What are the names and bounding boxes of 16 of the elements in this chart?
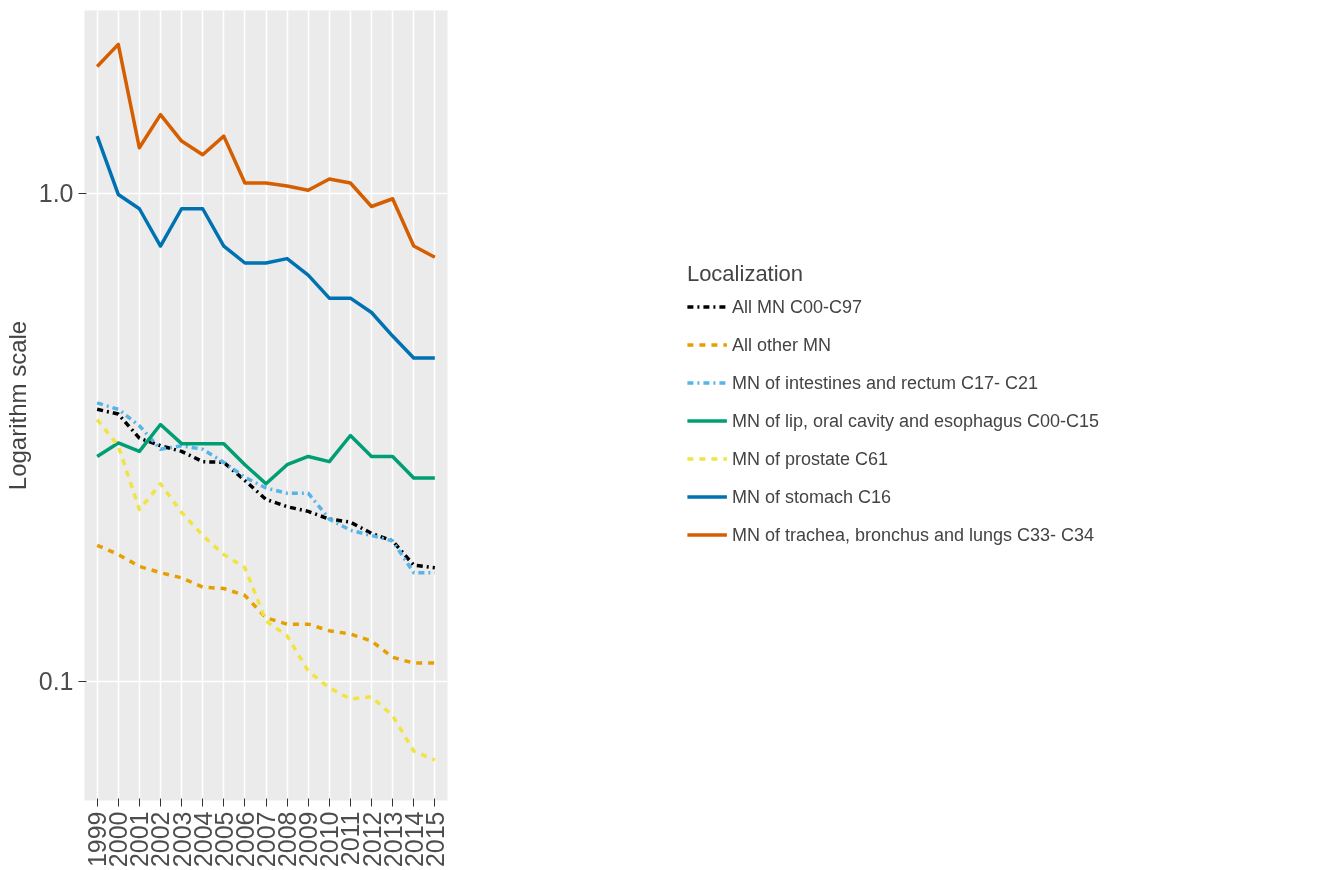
legend-label: All MN C00-C97	[731, 295, 862, 318]
legend-label: MN of prostate C61	[731, 447, 888, 471]
line-series	[95, 417, 437, 762]
line-series	[95, 134, 437, 360]
y-tick-label: 0.1	[38, 667, 74, 696]
y-axis-title: Logarithm scale	[3, 320, 31, 491]
y-tick-label: 1.0	[38, 179, 74, 208]
line-series	[95, 42, 437, 259]
legend-label: MN of intestines and rectum C17- C21	[731, 371, 1039, 394]
line-series	[95, 543, 437, 665]
legend-label: All other MN	[731, 333, 831, 356]
legend-title: Localization	[686, 260, 805, 287]
legend-label: MN of lip, oral cavity and esophagus C00-C15	[731, 409, 1100, 433]
legend-label: MN of stomach C16	[731, 485, 891, 508]
line-series	[95, 422, 437, 486]
legend-label: MN of trachea, bronchus and lungs C33- C34	[731, 523, 1095, 547]
